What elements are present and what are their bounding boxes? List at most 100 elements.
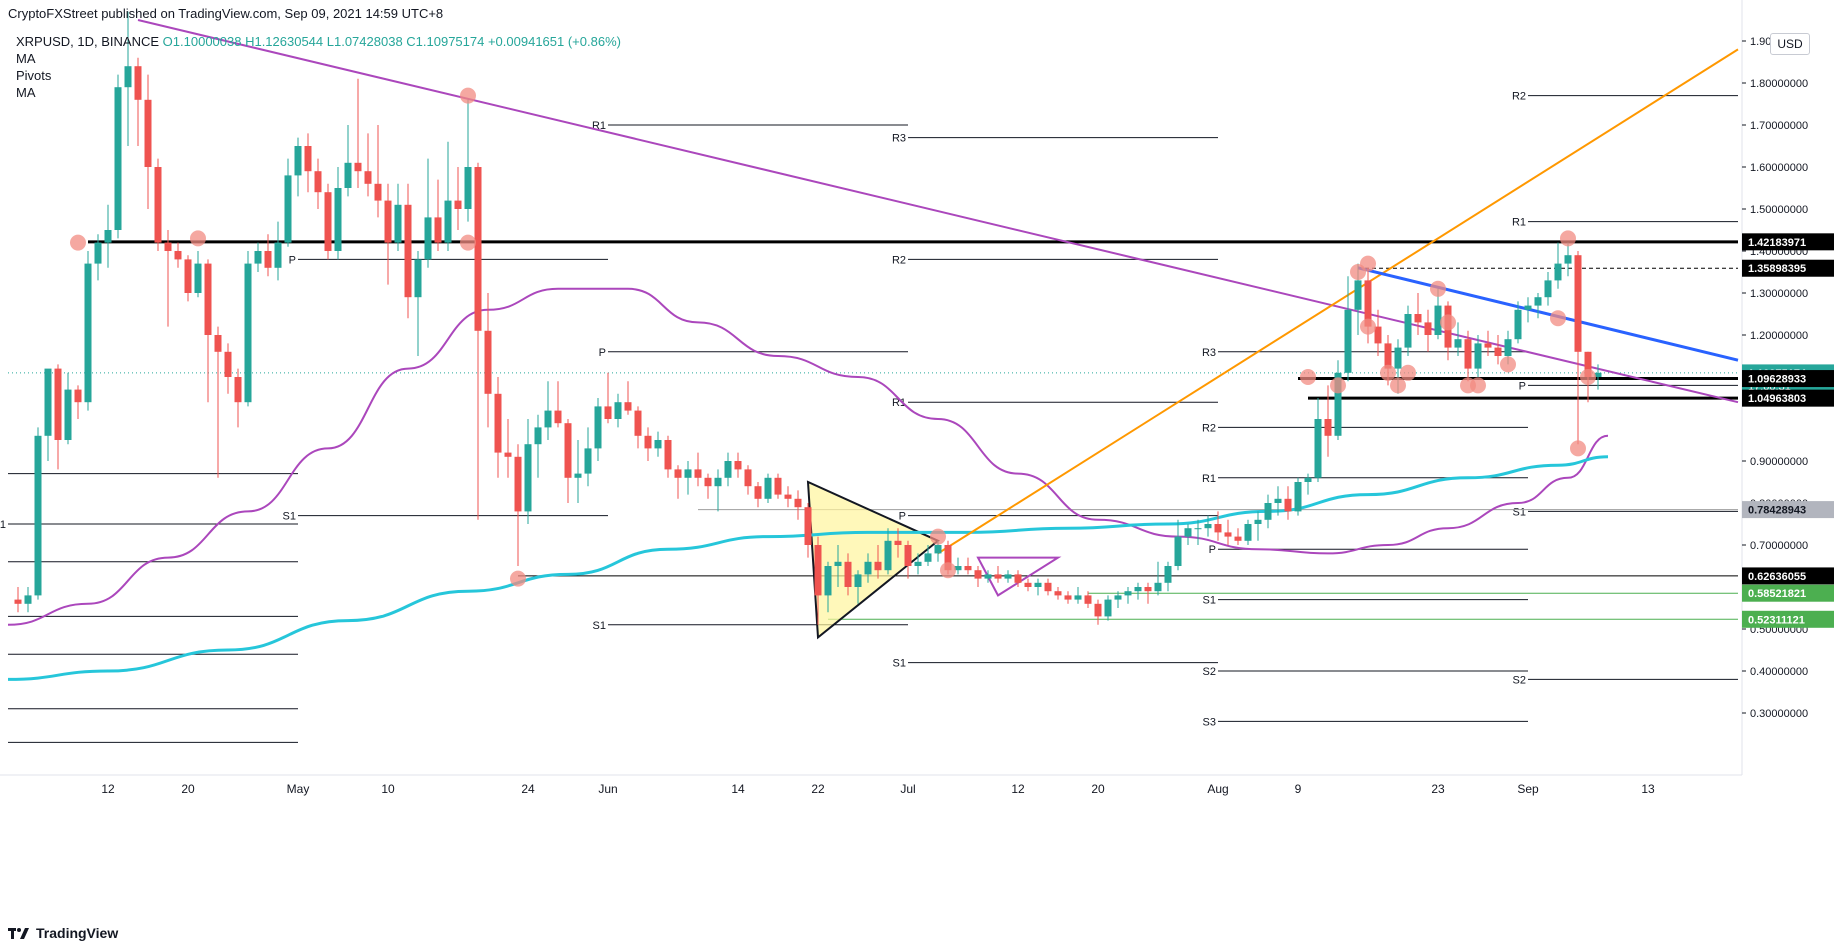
price-label-text: 1.09628933: [1748, 374, 1806, 386]
candle-body: [1054, 591, 1062, 596]
candle-body: [1374, 326, 1382, 344]
candle-body: [1114, 595, 1122, 600]
candle-body: [114, 87, 122, 230]
time-tick-label: 23: [1431, 782, 1445, 796]
price-label-text: 1.42183971: [1748, 237, 1806, 249]
pivot-marker: [1380, 364, 1396, 381]
price-label-text: 0.52311121: [1748, 614, 1805, 626]
time-tick-label: 10: [381, 782, 395, 796]
candle-body: [564, 423, 572, 478]
candle-body: [774, 477, 782, 495]
time-tick-label: 12: [101, 782, 115, 796]
pivot-label: P: [899, 511, 906, 523]
candle-body: [1574, 255, 1582, 352]
candle-body: [1044, 582, 1052, 592]
pivot-label: S1: [593, 620, 606, 632]
candle-body: [1584, 351, 1592, 377]
publish-header: CryptoFXStreet published on TradingView.…: [8, 6, 444, 21]
pivot-label: S1: [1513, 506, 1526, 518]
candle-body: [984, 574, 992, 579]
candle-body: [1364, 280, 1372, 327]
candle-body: [784, 494, 792, 499]
pivot-marker: [1430, 280, 1446, 297]
candle-body: [1554, 263, 1562, 281]
candle-body: [194, 263, 202, 293]
pivot-label: R2: [892, 254, 906, 266]
candle-body: [764, 477, 772, 499]
time-tick-label: Jul: [900, 782, 915, 796]
candle-body: [124, 66, 132, 88]
price-labels: 1.421839711.358983951.1097517417:00:311.…: [1742, 233, 1834, 628]
pivot-label: R1: [1512, 217, 1526, 229]
candle-body: [1224, 532, 1232, 537]
candle-body: [234, 377, 242, 403]
candle-body: [1504, 339, 1512, 356]
candle-body: [1234, 536, 1242, 541]
price-label-box: [1742, 370, 1834, 388]
candle-body: [154, 167, 162, 243]
candle-body: [214, 335, 222, 352]
candle-body: [704, 477, 712, 487]
currency-button[interactable]: USD: [1770, 33, 1810, 55]
pivot-marker: [510, 570, 526, 587]
candle-body: [74, 389, 82, 403]
pivot-label: P: [1209, 544, 1216, 556]
indicator-pivots[interactable]: Pivots: [16, 68, 52, 83]
candle-body: [494, 393, 502, 453]
pivot-levels: S1R1PPS1PS1R3R2R1S1R3R2R1PS1S2S3R2R1PS1S…: [0, 91, 1738, 743]
price-tick-label: 1.60000000: [1750, 162, 1808, 174]
pivot-marker: [1440, 314, 1456, 331]
trendlines: [137, 19, 1739, 555]
candle-body: [204, 263, 212, 335]
time-axis: 12 20 May 10 24 Jun 14 22 Jul 12 20 Aug 9 23 Sep 13: [0, 774, 1742, 796]
candle-body: [624, 402, 632, 411]
candle-body: [1104, 599, 1112, 617]
time-tick-label: 24: [521, 782, 535, 796]
indicator-ma-2[interactable]: MA: [16, 85, 36, 100]
time-tick-label: 12: [1011, 782, 1025, 796]
candle-body: [544, 410, 552, 428]
candle-body: [1004, 574, 1012, 579]
candle-body: [344, 162, 352, 188]
candle-body: [654, 440, 662, 449]
ohlc-values: O1.10000038 H1.12630544 L1.07428038 C1.1…: [162, 34, 621, 49]
candle-body: [794, 498, 802, 508]
candle-body: [1474, 343, 1482, 369]
candle-body: [404, 204, 412, 298]
footer-brand[interactable]: TradingView: [8, 925, 118, 941]
candle-body: [134, 66, 142, 100]
pivot-marker: [930, 528, 946, 545]
candle-body: [34, 435, 42, 596]
candle-body: [1214, 524, 1222, 533]
moving-average-line: [7, 455, 1609, 681]
candle-body: [1434, 305, 1442, 335]
candle-body: [1424, 322, 1432, 335]
candle-body: [954, 566, 962, 571]
candle-body: [874, 561, 882, 571]
candle-body: [1514, 309, 1522, 340]
price-label-text: 1.04963803: [1748, 393, 1806, 405]
candle-body: [894, 540, 902, 545]
candle-body: [314, 171, 322, 193]
price-tick-label: 0.30000000: [1750, 708, 1808, 720]
candle-body: [1324, 419, 1332, 436]
time-tick-label: 22: [811, 782, 825, 796]
chart-patterns: [806, 480, 1062, 640]
candle-body: [864, 561, 872, 575]
price-tick-label: 1.20000000: [1750, 330, 1808, 342]
price-tick-label: 0.90000000: [1750, 456, 1808, 468]
pivot-label: S1: [1203, 595, 1216, 607]
pivot-label: S3: [1203, 716, 1216, 728]
symbol-label[interactable]: XRPUSD, 1D, BINANCE: [16, 34, 160, 49]
indicator-ma-1[interactable]: MA: [16, 51, 36, 66]
candle-body: [634, 410, 642, 436]
candle-body: [1484, 343, 1492, 348]
price-label-box: [1742, 389, 1834, 407]
pivot-label: R3: [1202, 347, 1216, 359]
candle-body: [184, 259, 192, 293]
trendline-descending-purple: [137, 19, 1739, 404]
candle-body: [884, 540, 892, 571]
price-tick-label: 1.50000000: [1750, 204, 1808, 216]
price-axis: 1.900000001.800000001.700000001.60000000…: [1741, 0, 1808, 775]
